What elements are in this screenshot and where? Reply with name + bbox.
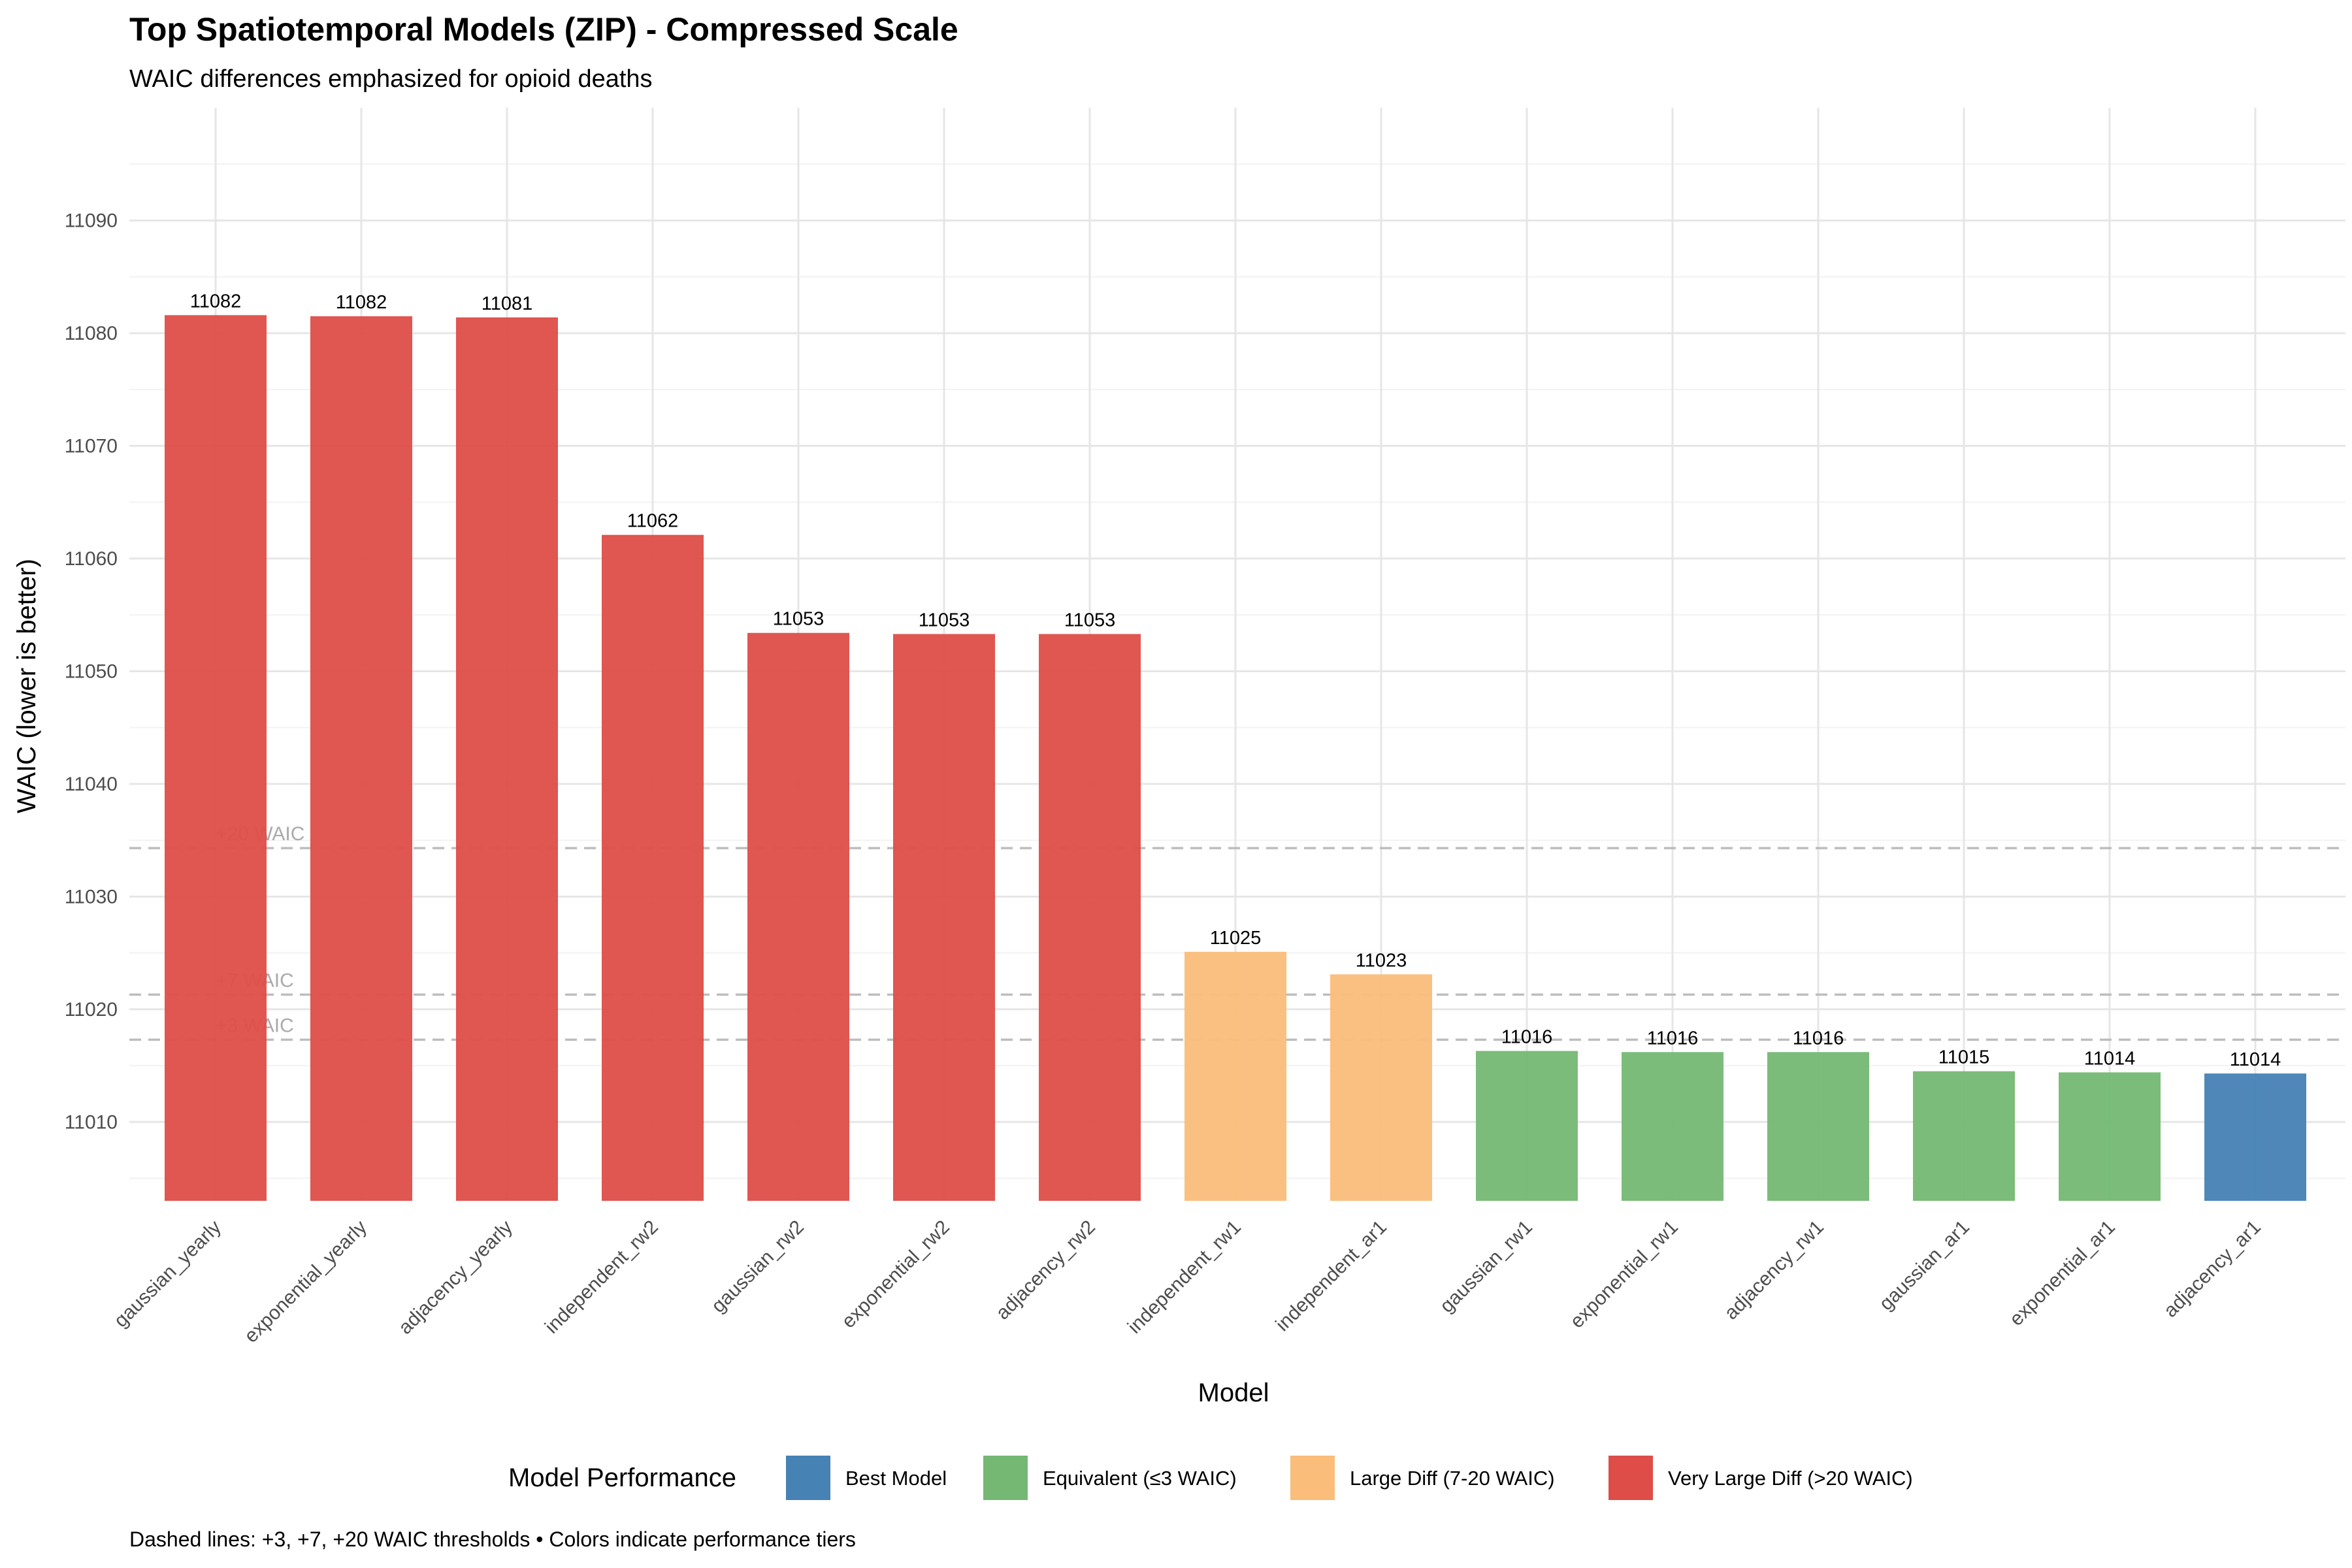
legend-swatch: [786, 1456, 830, 1500]
bar: [2204, 1073, 2306, 1201]
legend-swatch: [1290, 1456, 1335, 1500]
legend: Model Performance Best Model Equivalent (…: [508, 1456, 1913, 1500]
legend-swatch: [1609, 1456, 1653, 1500]
y-tick-label: 11030: [65, 886, 118, 907]
legend-label: Very Large Diff (>20 WAIC): [1668, 1467, 1913, 1490]
bar: [1622, 1052, 1723, 1201]
y-axis-title: WAIC (lower is better): [12, 559, 41, 813]
bar-value-label: 11053: [773, 609, 825, 630]
bar: [1184, 951, 1286, 1201]
bar: [1476, 1051, 1578, 1201]
y-tick-label: 11020: [65, 999, 118, 1021]
bar-value-label: 11016: [1793, 1028, 1844, 1049]
bar: [165, 315, 267, 1201]
bar-value-label: 11025: [1210, 928, 1262, 949]
bar: [893, 634, 995, 1201]
bar-value-label: 11062: [627, 511, 679, 532]
bar-value-label: 11016: [1647, 1028, 1699, 1049]
bar: [1767, 1052, 1869, 1201]
y-tick-labels: 11010 11020 11030 11040 11050 11060 11070 11080…: [65, 210, 118, 1133]
bar: [310, 316, 412, 1201]
legend-label: Best Model: [845, 1467, 947, 1490]
bar: [1330, 974, 1432, 1201]
bar-value-label: 11081: [482, 293, 533, 314]
bar-value-label: 11014: [2084, 1048, 2136, 1069]
legend-label: Equivalent (≤3 WAIC): [1043, 1467, 1237, 1490]
y-tick-label: 11070: [65, 435, 118, 457]
chart-caption: Dashed lines: +3, +7, +20 WAIC threshold…: [129, 1527, 856, 1551]
bar-value-label: 11016: [1501, 1027, 1553, 1048]
y-tick-label: 11010: [65, 1111, 118, 1133]
legend-title: Model Performance: [508, 1463, 736, 1492]
bar-value-label: 11015: [1938, 1047, 1990, 1068]
bar: [456, 317, 558, 1201]
y-tick-label: 11050: [65, 661, 118, 682]
y-tick-label: 11060: [65, 548, 118, 570]
bar: [602, 534, 704, 1201]
chart-title: Top Spatiotemporal Models (ZIP) - Compre…: [129, 11, 958, 48]
bar-value-label: 11082: [190, 291, 242, 312]
bar: [747, 632, 849, 1201]
y-tick-label: 11090: [65, 210, 118, 231]
y-tick-label: 11040: [65, 774, 118, 795]
bar-value-label: 11082: [336, 292, 387, 313]
bar-value-label: 11023: [1356, 950, 1407, 971]
y-tick-label: 11080: [65, 323, 118, 344]
bar-value-label: 11053: [919, 610, 970, 630]
bar: [1039, 634, 1141, 1201]
bars: 11082 11082 11081 11062 11053 11053 11053 11025…: [165, 291, 2306, 1201]
bar: [2059, 1072, 2161, 1201]
bar-value-label: 11014: [2230, 1049, 2281, 1070]
bar: [1913, 1071, 2015, 1201]
bar-value-label: 11053: [1064, 610, 1116, 630]
legend-swatch: [983, 1456, 1028, 1500]
chart-subtitle: WAIC differences emphasized for opioid d…: [129, 65, 653, 93]
legend-label: Large Diff (7-20 WAIC): [1350, 1467, 1555, 1490]
x-axis-title: Model: [1198, 1379, 1269, 1407]
